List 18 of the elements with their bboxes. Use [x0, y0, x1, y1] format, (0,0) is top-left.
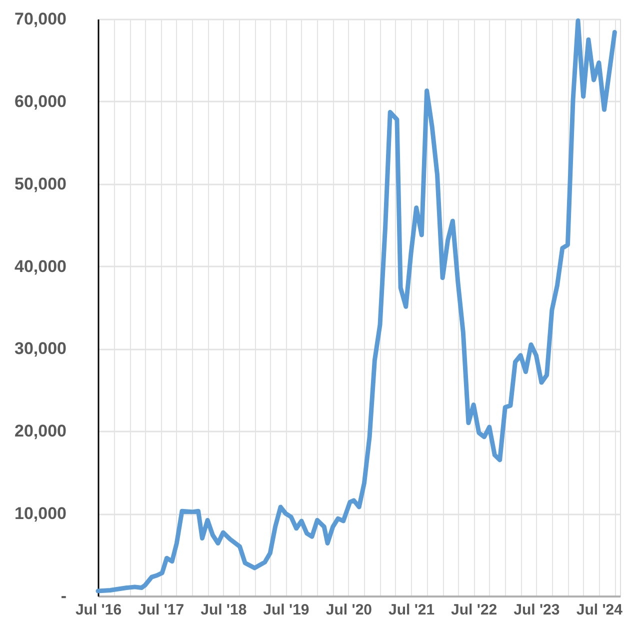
- x-tick-label: Jul '22: [451, 602, 498, 618]
- x-tick-label: Jul '18: [200, 602, 247, 618]
- x-tick-label: Jul '19: [263, 602, 310, 618]
- y-tick-label: 30,000: [14, 339, 66, 358]
- x-tick-label: Jul '24: [576, 602, 624, 618]
- y-tick-label: -: [60, 586, 66, 606]
- y-tick-label: 40,000: [14, 256, 66, 276]
- x-tick-label: Jul '20: [326, 602, 372, 618]
- y-tick-label: 50,000: [14, 174, 66, 194]
- y-tick-label: 20,000: [14, 422, 66, 441]
- y-tick-label: 70,000: [14, 10, 66, 28]
- y-tick-label: 10,000: [14, 504, 66, 524]
- x-tick-label: Jul '21: [388, 602, 435, 618]
- x-tick-label: Jul '17: [138, 602, 184, 618]
- y-tick-label: 60,000: [14, 92, 66, 111]
- x-tick-label: Jul '23: [514, 602, 560, 618]
- line-series: [96, 18, 617, 594]
- x-tick-label: Jul '16: [75, 602, 122, 618]
